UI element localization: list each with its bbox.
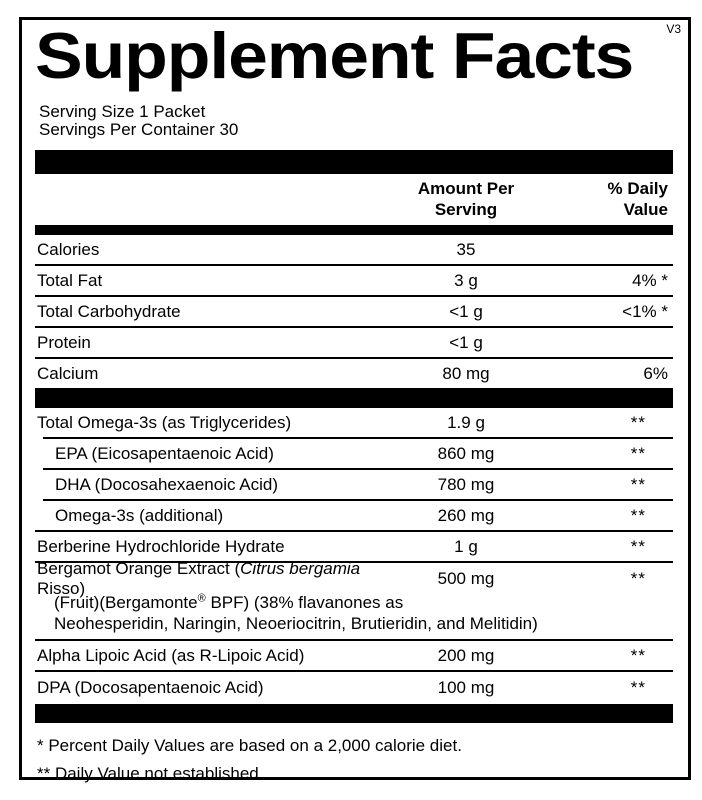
nutrient-name: Calcium <box>37 363 99 383</box>
bergamot-detail-line: (Fruit)(Bergamonte® BPF) (38% flavanones… <box>54 592 404 612</box>
nutrient-dv: ** <box>630 645 646 665</box>
nutrient-dv: ** <box>630 474 646 494</box>
nutrient-name: Alpha Lipoic Acid (as R-Lipoic Acid) <box>37 645 305 665</box>
nutrient-dv: ** <box>630 443 646 463</box>
nutrient-name: DHA (Docosahexaenoic Acid) <box>55 474 279 494</box>
row-separator <box>35 357 673 359</box>
row-separator-indent <box>43 437 673 439</box>
registered-trademark-symbol: ® <box>197 592 206 605</box>
nutrient-dv: 4% * <box>632 270 668 290</box>
nutrient-name: Total Omega-3s (as Triglycerides) <box>37 412 292 432</box>
thick-divider-bottom <box>35 704 673 723</box>
nutrient-name: Total Fat <box>37 270 103 290</box>
nutrient-dv: 6% <box>643 363 668 383</box>
row-separator <box>35 639 673 641</box>
nutrient-name: Total Carbohydrate <box>37 301 181 321</box>
row-total-carbohydrate: Total Carbohydrate <1 g <1% * <box>35 297 673 326</box>
row-alpha-lipoic-acid: Alpha Lipoic Acid (as R-Lipoic Acid) 200… <box>35 641 673 670</box>
row-protein: Protein <1 g <box>35 328 673 357</box>
row-calories: Calories 35 <box>35 235 673 264</box>
nutrient-name: Calories <box>37 239 100 259</box>
column-header-daily-value: % Daily Value <box>607 179 668 219</box>
row-calcium: Calcium 80 mg 6% <box>35 359 673 388</box>
nutrient-amount: 200 mg <box>437 645 495 665</box>
nutrient-dv: ** <box>630 412 646 432</box>
nutrient-amount: <1 g <box>449 301 483 321</box>
latin-name-italic: Citrus bergamia <box>240 559 361 578</box>
row-berberine: Berberine Hydrochloride Hydrate 1 g ** <box>35 532 673 561</box>
serving-info: Serving Size 1 Packet Servings Per Conta… <box>35 103 673 139</box>
label-title: Supplement Facts <box>35 19 634 92</box>
row-epa: EPA (Eicosapentaenoic Acid) 860 mg ** <box>35 439 673 468</box>
nutrient-amount: 1.9 g <box>447 412 485 432</box>
row-separator-indent <box>43 499 673 501</box>
nutrient-dv: ** <box>630 678 646 697</box>
nutrient-dv: ** <box>630 536 646 556</box>
nutrient-amount: 500 mg <box>437 569 495 588</box>
nutrient-amount: 35 <box>456 239 476 259</box>
nutrient-name: DPA (Docosapentaenoic Acid) <box>37 678 264 697</box>
footnote-not-established: ** Daily Value not established. <box>37 764 264 783</box>
footnote-daily-values: * Percent Daily Values are based on a 2,… <box>37 736 462 755</box>
row-omega-3s-additional: Omega-3s (additional) 260 mg ** <box>35 501 673 530</box>
row-separator <box>35 295 673 297</box>
row-separator <box>35 326 673 328</box>
nutrient-name: Protein <box>37 332 91 352</box>
bergamot-detail-line: Neohesperidin, Naringin, Neoeriocitrin, … <box>54 614 538 633</box>
row-dpa: DPA (Docosapentaenoic Acid) 100 mg ** <box>35 672 673 704</box>
footnotes: * Percent Daily Values are based on a 2,… <box>35 732 673 788</box>
row-separator <box>35 264 673 266</box>
nutrient-name: EPA (Eicosapentaenoic Acid) <box>55 443 274 463</box>
nutrient-amount: 860 mg <box>437 443 495 463</box>
serving-size: Serving Size 1 Packet <box>39 102 206 121</box>
nutrient-name: Omega-3s (additional) <box>55 505 224 525</box>
servings-per-container: Servings Per Container 30 <box>39 120 239 139</box>
row-separator-indent <box>43 468 673 470</box>
thick-divider-top <box>35 150 673 174</box>
nutrient-name: Bergamot Orange Extract (Citrus bergamia… <box>37 559 361 598</box>
nutrient-amount: <1 g <box>449 332 483 352</box>
supplement-facts-label: V3 Supplement Facts Serving Size 1 Packe… <box>19 17 691 783</box>
nutrient-dv: ** <box>630 505 646 525</box>
nutrient-amount: 100 mg <box>437 678 495 697</box>
row-dha: DHA (Docosahexaenoic Acid) 780 mg ** <box>35 470 673 499</box>
nutrient-amount: 260 mg <box>437 505 495 525</box>
nutrient-amount: 3 g <box>454 270 478 290</box>
row-separator <box>35 561 673 563</box>
version-tag: V3 <box>666 22 681 36</box>
nutrient-dv: <1% * <box>622 301 668 321</box>
thick-divider-middle <box>35 388 673 408</box>
row-total-fat: Total Fat 3 g 4% * <box>35 266 673 295</box>
nutrient-amount: 80 mg <box>442 363 490 383</box>
row-total-omega-3s: Total Omega-3s (as Triglycerides) 1.9 g … <box>35 408 673 437</box>
nutrient-amount: 780 mg <box>437 474 495 494</box>
row-separator <box>35 530 673 532</box>
nutrient-amount: 1 g <box>454 536 478 556</box>
column-headers: Amount Per Serving % Daily Value <box>35 174 673 225</box>
row-bergamot-extract: Bergamot Orange Extract (Citrus bergamia… <box>35 559 673 639</box>
nutrient-name: Berberine Hydrochloride Hydrate <box>37 536 285 556</box>
row-separator <box>35 670 673 672</box>
medium-divider-header <box>35 225 673 235</box>
nutrient-dv: ** <box>630 569 646 588</box>
column-header-amount: Amount Per Serving <box>417 179 515 219</box>
